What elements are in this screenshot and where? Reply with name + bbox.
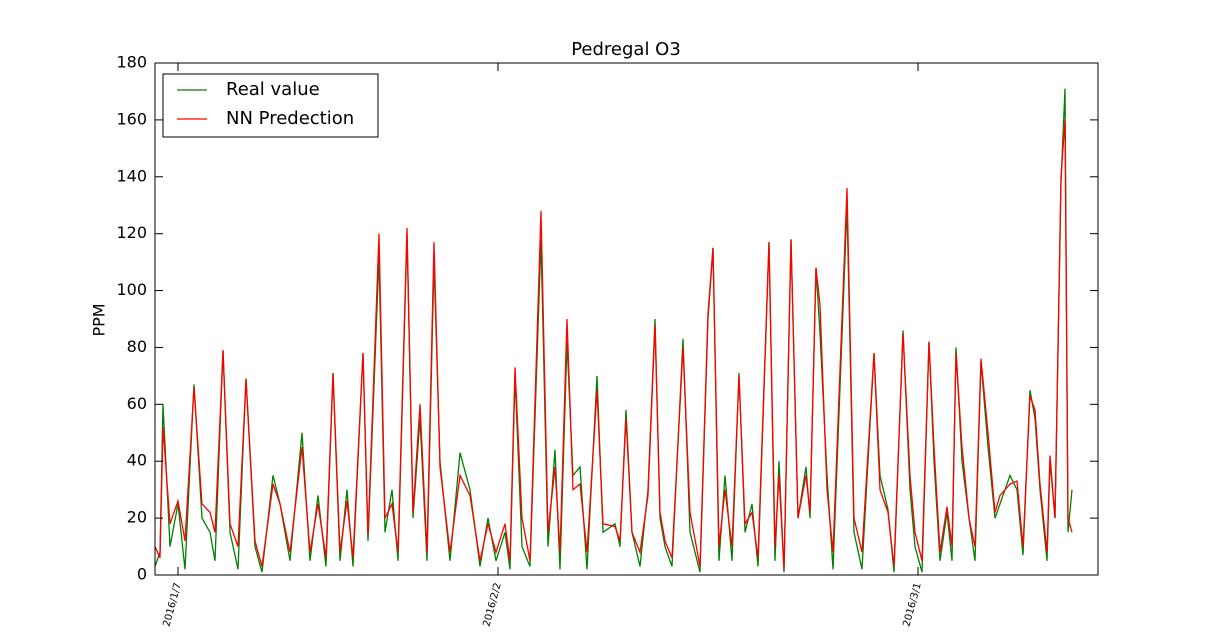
y-tick-label: 0 [137, 565, 147, 584]
chart-title: Pedregal O3 [571, 39, 681, 60]
data-line [154, 119, 1073, 570]
y-tick-label: 40 [127, 451, 147, 470]
y-tick-label: 100 [116, 280, 147, 299]
y-tick-label: 80 [127, 337, 147, 356]
plot-area [154, 88, 1073, 573]
y-tick-label: 160 [116, 109, 147, 128]
y-tick-label: 60 [127, 394, 147, 413]
y-tick-label: 140 [116, 166, 147, 185]
y-tick-label: 20 [127, 508, 147, 527]
y-tick-label: 120 [116, 223, 147, 242]
legend-label: NN Predection [226, 108, 354, 129]
legend-box [162, 73, 379, 138]
legend-label: Real value [226, 79, 320, 100]
y-axis-label: PPM [90, 303, 109, 336]
plot-frame [154, 62, 1099, 576]
y-tick-label: 180 [116, 53, 147, 72]
